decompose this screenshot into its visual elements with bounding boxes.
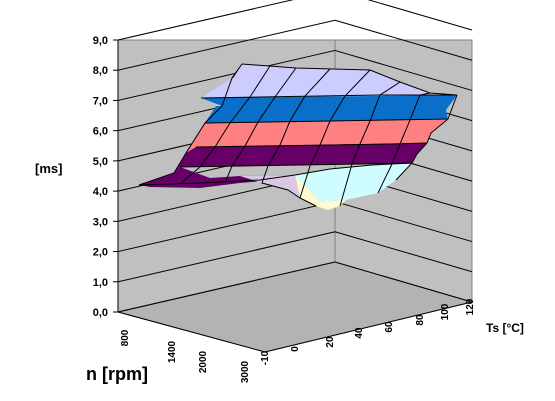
- ts-axis-ticks: -10 0 20 40 60 80 100 120: [260, 298, 476, 365]
- band-1-2: [295, 163, 412, 202]
- gridline-left: [117, 19, 336, 71]
- ts-tick-label: 120: [465, 298, 476, 315]
- gridline-right: [334, 19, 473, 61]
- mesh-line: [200, 94, 457, 99]
- z-axis-label: [ms]: [35, 161, 62, 176]
- band-3-4: [186, 119, 448, 153]
- gridline-left: [117, 0, 294, 41]
- mesh-line: [339, 81, 401, 207]
- ts-tick-label: 60: [384, 321, 395, 333]
- surface-lip: [139, 167, 295, 188]
- z-tick-label: 6,0: [93, 126, 108, 138]
- surface-plot: [138, 63, 458, 210]
- mesh-line: [241, 63, 458, 96]
- z-tick-label: 7,0: [93, 95, 108, 107]
- gridlines: [117, 0, 473, 313]
- gridline-left: [117, 201, 336, 253]
- z-tick-label: 5,0: [93, 156, 108, 168]
- z-tick-label: 8,0: [93, 65, 108, 77]
- gridline-right: [334, 231, 473, 273]
- mesh-line: [195, 142, 428, 148]
- mesh-line: [179, 65, 271, 185]
- ts-tick-label: -10: [260, 350, 271, 365]
- n-tick-label: 2000: [198, 350, 209, 373]
- mesh-line: [377, 92, 431, 194]
- gridline-right: [367, 0, 473, 31]
- n-tick-label: 1400: [167, 340, 178, 363]
- band-2-3: [174, 143, 427, 173]
- mesh-line: [299, 69, 371, 207]
- ts-tick-label: 0: [290, 346, 301, 352]
- ts-axis-line: [264, 301, 473, 353]
- gridline-right: [334, 201, 473, 243]
- gridline-left: [117, 261, 336, 313]
- ts-tick-label: 100: [440, 303, 451, 320]
- ts-tick-label: 20: [325, 336, 336, 348]
- n-axis-line: [117, 311, 266, 353]
- ts-tick-label: 40: [354, 327, 365, 339]
- z-tick-label: 9,0: [93, 35, 108, 47]
- n-axis-label: n [rpm]: [86, 364, 148, 384]
- z-tick-label: 0,0: [93, 307, 108, 319]
- gridline-left: [117, 49, 336, 101]
- n-tick-label: 3000: [240, 360, 251, 383]
- band-4-5: [201, 95, 457, 123]
- surface-mesh: [138, 63, 458, 207]
- n-axis-ticks: 800 1400 2000 3000: [120, 329, 251, 383]
- gridline-right: [334, 49, 473, 91]
- z-tick-label: 2,0: [93, 247, 108, 259]
- ts-axis-label: Ts [°C]: [486, 321, 524, 335]
- mesh-line: [138, 162, 413, 186]
- ts-tick-label: 80: [415, 314, 426, 326]
- gridline-right: [334, 261, 473, 303]
- mesh-line: [224, 67, 297, 184]
- n-tick-label: 800: [120, 329, 131, 346]
- gridline-left: [117, 231, 336, 283]
- mesh-line: [395, 94, 458, 181]
- mesh-line: [138, 63, 243, 186]
- band-0-1: [295, 175, 346, 210]
- z-tick-label: 4,0: [93, 186, 108, 198]
- mesh-line: [261, 68, 331, 199]
- z-axis-ticks: 0,0 1,0 2,0 3,0 4,0 5,0 6,0 7,0 8,0 9,0: [93, 35, 118, 319]
- mesh-line: [179, 162, 413, 168]
- z-tick-label: 1,0: [93, 277, 108, 289]
- z-tick-label: 3,0: [93, 216, 108, 228]
